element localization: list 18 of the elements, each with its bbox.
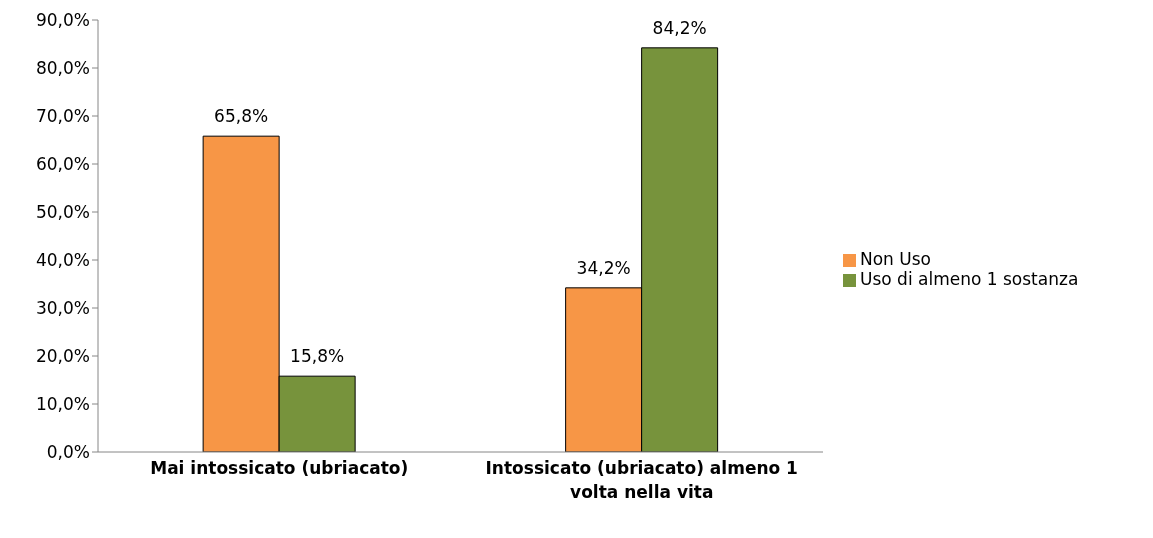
data-label: 84,2%	[652, 17, 707, 38]
y-tick-label: 40,0%	[35, 250, 90, 271]
y-tick-label: 80,0%	[35, 58, 90, 79]
y-tick-label: 30,0%	[35, 298, 90, 319]
y-tick-label: 0,0%	[46, 442, 90, 463]
data-label: 15,8%	[290, 346, 345, 367]
legend-label: Non Uso	[860, 249, 931, 269]
x-tick-label: Mai intossicato (ubriacato)	[150, 458, 409, 478]
data-label: 34,2%	[576, 257, 631, 278]
x-tick-label: Intossicato (ubriacato) almeno 1 volta nella vita	[485, 458, 798, 502]
legend-label: Uso di almeno 1 sostanza	[860, 269, 1079, 289]
data-label: 65,8%	[214, 106, 269, 127]
y-tick-label: 90,0%	[35, 10, 90, 31]
y-tick-label: 60,0%	[35, 154, 90, 175]
y-tick-label: 70,0%	[35, 106, 90, 127]
y-tick-label: 50,0%	[35, 202, 90, 223]
y-tick-label: 10,0%	[35, 394, 90, 415]
y-tick-label: 20,0%	[35, 346, 90, 367]
